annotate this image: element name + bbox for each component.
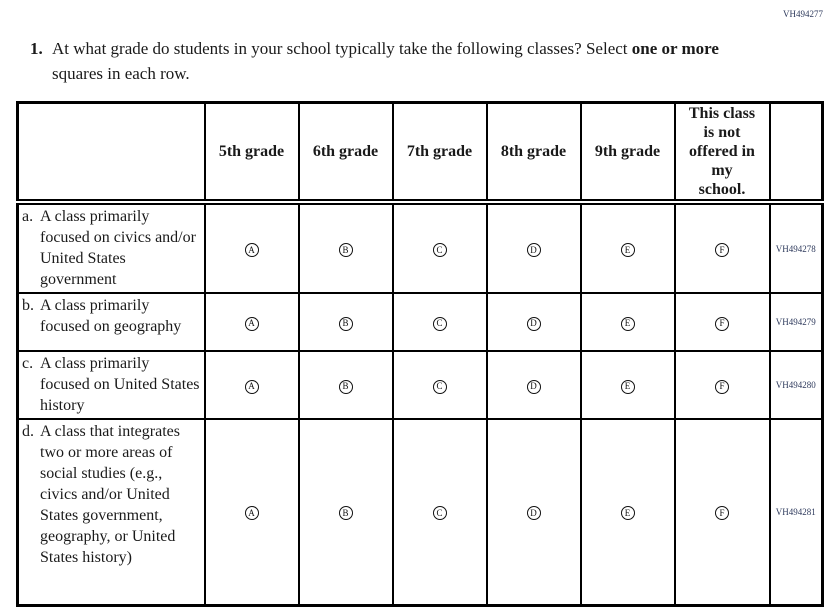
- option-cell: B: [297, 292, 394, 352]
- row-code: VH494278: [768, 201, 824, 294]
- row-label-wrap: b. A class primarily focused on geograph…: [22, 295, 201, 337]
- option-bubble-a[interactable]: A: [244, 379, 259, 394]
- option-cell: E: [579, 201, 676, 294]
- option-bubble-d[interactable]: D: [526, 316, 541, 331]
- option-bubble-b[interactable]: B: [338, 506, 353, 521]
- row-code: VH494281: [768, 418, 824, 606]
- option-bubble-a[interactable]: A: [244, 506, 259, 521]
- column-header-not-offered: This class is not offered in my school.: [673, 101, 771, 205]
- form-code: VH494277: [783, 9, 823, 19]
- row-letter: a.: [22, 208, 34, 225]
- table-row-c: c. A class primarily focused on United S…: [16, 350, 824, 420]
- row-letter: b.: [22, 297, 34, 314]
- option-cell: D: [485, 292, 582, 352]
- header-empty-cell: [16, 101, 206, 205]
- table-row-d: d. A class that integrates two or more a…: [16, 418, 824, 606]
- header-row: 5th grade 6th grade 7th grade 8th grade …: [16, 101, 824, 205]
- row-label: A class that integrates two or more area…: [40, 423, 180, 566]
- option-bubble-d[interactable]: D: [526, 379, 541, 394]
- question-text-after: squares in each row.: [52, 64, 190, 83]
- row-code: VH494279: [768, 292, 824, 352]
- row-label: A class primarily focused on civics and/…: [40, 208, 196, 288]
- question-text-before: At what grade do students in your school…: [52, 39, 632, 58]
- option-cell: A: [203, 292, 300, 352]
- option-bubble-d[interactable]: D: [526, 506, 541, 521]
- header-code-cell: [768, 101, 824, 205]
- row-label-cell: d. A class that integrates two or more a…: [16, 418, 206, 606]
- column-header-5th-grade: 5th grade: [203, 101, 300, 205]
- column-header-7th-grade: 7th grade: [391, 101, 488, 205]
- row-label: A class primarily focused on United Stat…: [40, 355, 200, 414]
- option-bubble-f[interactable]: F: [715, 379, 729, 394]
- row-letter: c.: [22, 355, 34, 372]
- option-cell: D: [485, 418, 582, 606]
- option-bubble-e[interactable]: E: [620, 316, 635, 331]
- option-bubble-c[interactable]: C: [432, 379, 447, 394]
- row-letter: d.: [22, 423, 34, 440]
- column-header-6th-grade: 6th grade: [297, 101, 394, 205]
- option-cell: A: [203, 418, 300, 606]
- option-cell: D: [485, 350, 582, 420]
- option-cell: F: [673, 201, 771, 294]
- option-bubble-e[interactable]: E: [620, 506, 635, 521]
- option-bubble-f[interactable]: F: [715, 243, 729, 257]
- row-label-cell: a. A class primarily focused on civics a…: [16, 201, 206, 294]
- option-cell: E: [579, 292, 676, 352]
- question-table: 5th grade 6th grade 7th grade 8th grade …: [16, 101, 824, 607]
- option-bubble-b[interactable]: B: [338, 379, 353, 394]
- column-header-8th-grade: 8th grade: [485, 101, 582, 205]
- option-bubble-e[interactable]: E: [620, 243, 635, 257]
- option-cell: C: [391, 292, 488, 352]
- option-cell: C: [391, 418, 488, 606]
- option-cell: D: [485, 201, 582, 294]
- row-label-wrap: c. A class primarily focused on United S…: [22, 353, 201, 416]
- option-cell: F: [673, 350, 771, 420]
- option-bubble-c[interactable]: C: [432, 506, 447, 521]
- option-bubble-c[interactable]: C: [432, 316, 447, 331]
- table-row-b: b. A class primarily focused on geograph…: [16, 292, 824, 352]
- question-text-bold: one or more: [631, 39, 719, 58]
- option-cell: B: [297, 201, 394, 294]
- option-bubble-a[interactable]: A: [244, 316, 259, 331]
- option-cell: A: [203, 350, 300, 420]
- option-cell: F: [673, 418, 771, 606]
- option-bubble-e[interactable]: E: [620, 379, 635, 394]
- column-header-9th-grade: 9th grade: [579, 101, 676, 205]
- option-bubble-b[interactable]: B: [338, 243, 353, 257]
- option-bubble-d[interactable]: D: [526, 243, 541, 257]
- row-code: VH494280: [768, 350, 824, 420]
- option-bubble-f[interactable]: F: [715, 316, 729, 331]
- option-bubble-f[interactable]: F: [715, 506, 729, 521]
- option-cell: C: [391, 201, 488, 294]
- row-label-wrap: d. A class that integrates two or more a…: [22, 421, 201, 568]
- row-label-wrap: a. A class primarily focused on civics a…: [22, 206, 201, 290]
- question-block: 1. At what grade do students in your sch…: [30, 36, 735, 86]
- question-number: 1.: [30, 39, 43, 58]
- option-cell: E: [579, 350, 676, 420]
- option-cell: C: [391, 350, 488, 420]
- option-bubble-a[interactable]: A: [244, 243, 259, 257]
- option-cell: F: [673, 292, 771, 352]
- table-row-a: a. A class primarily focused on civics a…: [16, 201, 824, 294]
- row-label-cell: c. A class primarily focused on United S…: [16, 350, 206, 420]
- row-label-cell: b. A class primarily focused on geograph…: [16, 292, 206, 352]
- row-label: A class primarily focused on geography: [40, 297, 182, 335]
- option-cell: E: [579, 418, 676, 606]
- option-cell: A: [203, 201, 300, 294]
- option-cell: B: [297, 418, 394, 606]
- option-bubble-b[interactable]: B: [338, 316, 353, 331]
- question-text: At what grade do students in your school…: [52, 36, 735, 86]
- option-cell: B: [297, 350, 394, 420]
- option-bubble-c[interactable]: C: [432, 243, 447, 257]
